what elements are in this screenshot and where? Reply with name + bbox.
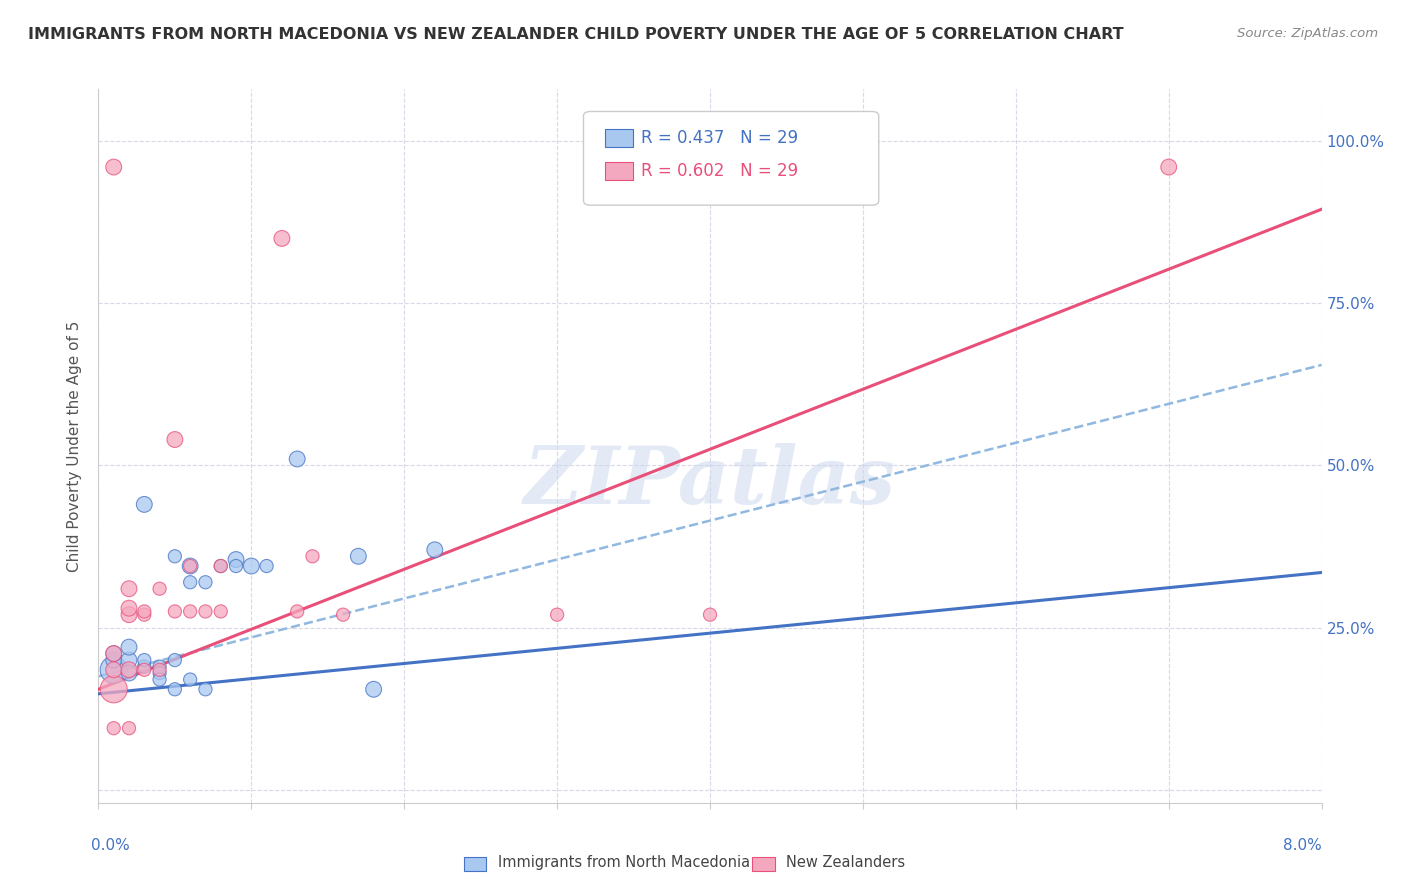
Text: 8.0%: 8.0% [1282,838,1322,854]
Point [285,452,308,467]
Text: Immigrants from North Macedonia: Immigrants from North Macedonia [498,855,749,870]
Text: IMMIGRANTS FROM NORTH MACEDONIA VS NEW ZEALANDER CHILD POVERTY UNDER THE AGE OF : IMMIGRANTS FROM NORTH MACEDONIA VS NEW Z… [28,27,1123,42]
Point [103,721,125,735]
Point [699,607,721,622]
Point [347,549,370,564]
Point [163,433,186,447]
Point [118,601,141,615]
Point [118,607,141,622]
Point [134,653,156,667]
Text: Source: ZipAtlas.com: Source: ZipAtlas.com [1237,27,1378,40]
Y-axis label: Child Poverty Under the Age of 5: Child Poverty Under the Age of 5 [67,320,83,572]
Point [134,663,156,677]
Point [179,673,201,687]
Point [163,682,186,697]
Point [209,559,232,574]
Point [118,653,141,667]
Point [179,604,201,618]
Point [134,497,156,511]
Text: ZIPatlas: ZIPatlas [524,443,896,520]
Point [118,663,141,677]
Point [363,682,385,697]
Point [149,666,172,681]
Point [256,559,278,574]
Point [225,559,247,574]
Point [103,682,125,697]
Point [134,607,156,622]
Point [179,559,201,574]
Point [118,582,141,596]
Point [163,604,186,618]
Point [301,549,323,564]
Point [103,160,125,174]
Point [179,559,201,574]
Point [163,653,186,667]
Text: New Zealanders: New Zealanders [786,855,905,870]
Point [149,659,172,673]
Point [240,559,263,574]
Point [1157,160,1180,174]
Point [149,673,172,687]
Point [134,604,156,618]
Point [118,640,141,654]
Point [103,653,125,667]
Text: R = 0.437   N = 29: R = 0.437 N = 29 [641,129,799,147]
Point [194,682,217,697]
Point [546,607,568,622]
Point [103,647,125,661]
Point [194,575,217,590]
Point [423,542,446,557]
Point [134,659,156,673]
Point [149,663,172,677]
Point [285,604,308,618]
Point [194,604,217,618]
Point [149,582,172,596]
Point [209,604,232,618]
Point [118,721,141,735]
Point [209,559,232,574]
Text: 0.0%: 0.0% [91,838,129,854]
Point [103,647,125,661]
Point [179,575,201,590]
Point [163,549,186,564]
Point [118,666,141,681]
Point [332,607,354,622]
Point [103,663,125,677]
Text: R = 0.602   N = 29: R = 0.602 N = 29 [641,162,799,180]
Point [225,552,247,566]
Point [103,663,125,677]
Point [270,231,294,245]
